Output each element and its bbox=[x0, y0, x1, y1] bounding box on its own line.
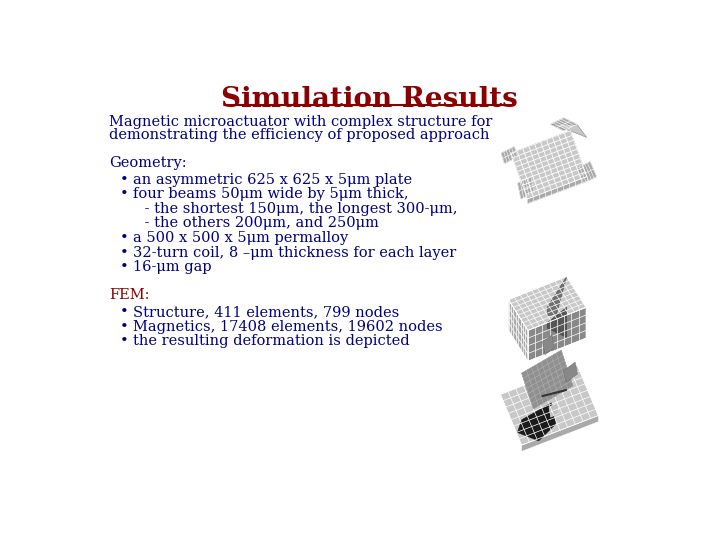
Polygon shape bbox=[511, 131, 587, 199]
Polygon shape bbox=[500, 364, 598, 445]
Text: 16-μm gap: 16-μm gap bbox=[132, 260, 211, 274]
Text: •: • bbox=[120, 173, 128, 187]
Polygon shape bbox=[564, 362, 577, 382]
Polygon shape bbox=[508, 276, 586, 330]
Text: an asymmetric 625 x 625 x 5μm plate: an asymmetric 625 x 625 x 5μm plate bbox=[132, 173, 412, 187]
Text: •: • bbox=[120, 320, 128, 334]
Polygon shape bbox=[518, 177, 534, 199]
Text: •: • bbox=[120, 187, 128, 201]
Text: Structure, 411 elements, 799 nodes: Structure, 411 elements, 799 nodes bbox=[132, 305, 399, 319]
Text: demonstrating the efficiency of proposed approach: demonstrating the efficiency of proposed… bbox=[109, 128, 490, 142]
Text: 32-turn coil, 8 –μm thickness for each layer: 32-turn coil, 8 –μm thickness for each l… bbox=[132, 246, 456, 260]
Text: •: • bbox=[120, 246, 128, 260]
Polygon shape bbox=[522, 416, 598, 451]
Text: FEM:: FEM: bbox=[109, 288, 150, 302]
Text: Simulation Results: Simulation Results bbox=[220, 86, 518, 113]
Text: •: • bbox=[120, 334, 128, 348]
Polygon shape bbox=[551, 118, 577, 131]
Text: •: • bbox=[120, 260, 128, 274]
Text: •: • bbox=[120, 305, 128, 319]
Polygon shape bbox=[501, 146, 518, 164]
Polygon shape bbox=[522, 350, 573, 409]
Text: - the shortest 150μm, the longest 300-μm,: - the shortest 150μm, the longest 300-μm… bbox=[140, 202, 458, 216]
Polygon shape bbox=[547, 276, 567, 316]
Polygon shape bbox=[551, 124, 587, 137]
Text: a 500 x 500 x 5μm permalloy: a 500 x 500 x 5μm permalloy bbox=[132, 231, 348, 245]
Text: four beams 50μm wide by 5μm thick,: four beams 50μm wide by 5μm thick, bbox=[132, 187, 408, 201]
Text: Magnetic microactuator with complex structure for: Magnetic microactuator with complex stru… bbox=[109, 115, 492, 129]
Text: - the others 200μm, and 250μm: - the others 200μm, and 250μm bbox=[140, 217, 379, 231]
Text: Geometry:: Geometry: bbox=[109, 156, 187, 170]
Polygon shape bbox=[577, 161, 597, 183]
Polygon shape bbox=[508, 300, 528, 361]
Polygon shape bbox=[528, 177, 587, 204]
Text: •: • bbox=[120, 231, 128, 245]
Text: the resulting deformation is depicted: the resulting deformation is depicted bbox=[132, 334, 409, 348]
Text: Magnetics, 17408 elements, 19602 nodes: Magnetics, 17408 elements, 19602 nodes bbox=[132, 320, 442, 334]
Polygon shape bbox=[547, 307, 567, 338]
Polygon shape bbox=[528, 307, 586, 361]
Polygon shape bbox=[549, 403, 559, 417]
Polygon shape bbox=[518, 403, 556, 441]
Polygon shape bbox=[543, 335, 554, 355]
